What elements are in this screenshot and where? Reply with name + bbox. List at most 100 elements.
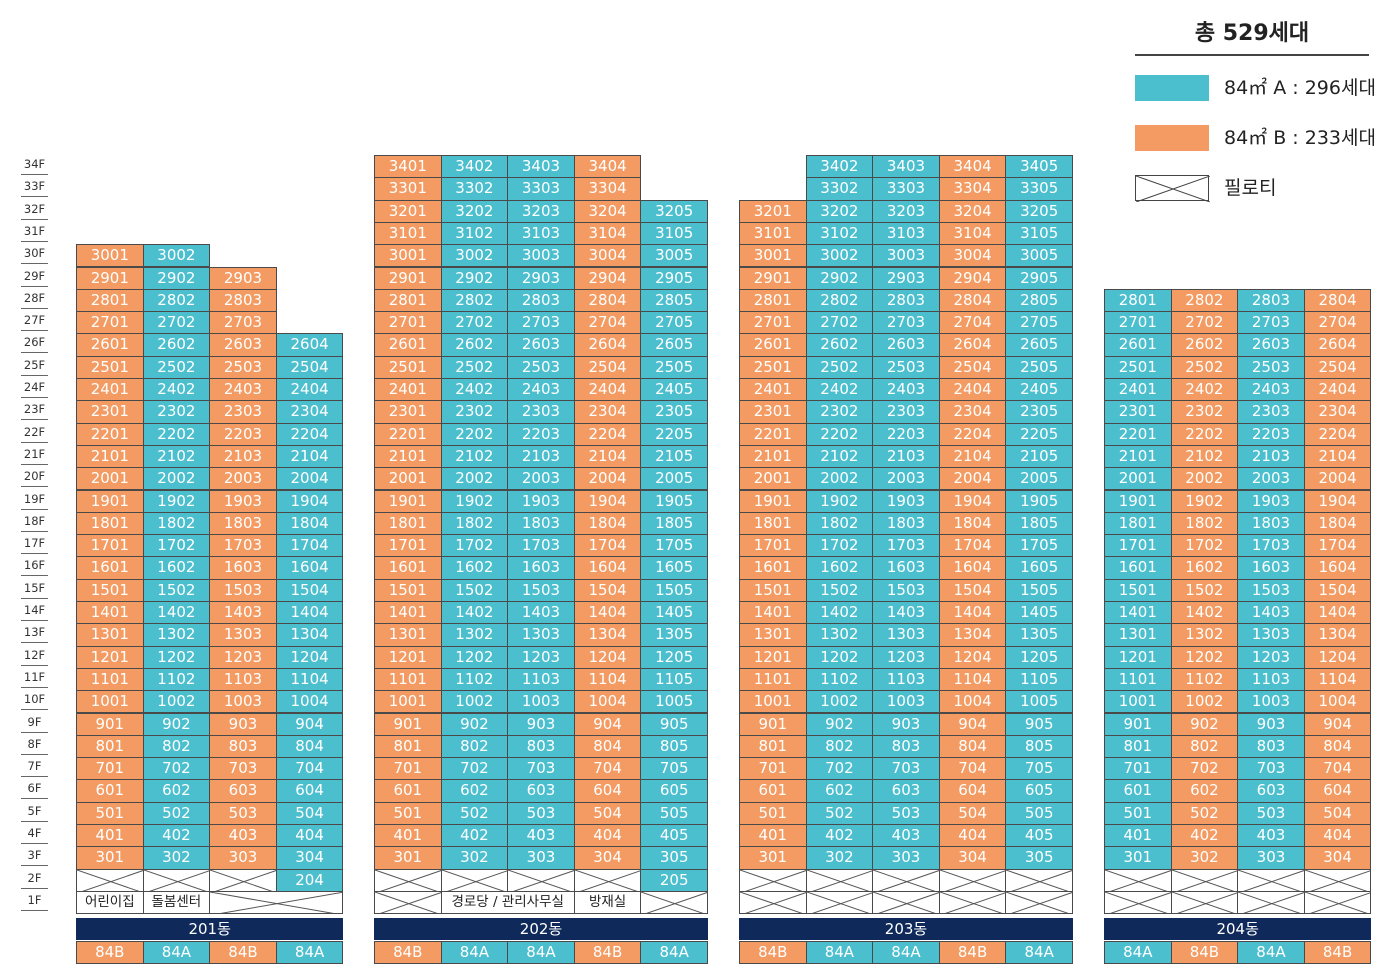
unit-cell: 2603 xyxy=(507,333,575,357)
unit-cell: 1803 xyxy=(1237,511,1305,536)
floor-label: 8F xyxy=(21,735,48,755)
piloti-cell xyxy=(1170,890,1239,915)
unit-cell: 1901 xyxy=(374,489,442,513)
floor-label: 23F xyxy=(21,400,48,421)
unit-cell: 2402 xyxy=(805,378,874,402)
unit-cell: 2503 xyxy=(209,355,277,379)
unit-cell: 1203 xyxy=(1237,645,1305,669)
piloti-cell xyxy=(1303,890,1372,915)
unit-cell: 1302 xyxy=(142,623,211,647)
unit-cell: 703 xyxy=(507,757,575,781)
unit-cell: 1902 xyxy=(142,489,211,513)
unit-cell: 2503 xyxy=(1237,355,1305,379)
unit-cell: 1904 xyxy=(1303,489,1372,513)
unit-cell: 1201 xyxy=(76,645,144,669)
unit-cell: 2403 xyxy=(872,378,940,402)
unit-cell: 1704 xyxy=(573,534,642,558)
unit-cell: 903 xyxy=(1237,712,1305,736)
piloti-cross-icon xyxy=(375,891,441,914)
floor-label: 18F xyxy=(21,512,48,532)
unit-cell: 303 xyxy=(507,846,575,870)
unit-cell: 1303 xyxy=(872,623,940,647)
unit-cell: 2203 xyxy=(507,422,575,446)
unit-cell: 1501 xyxy=(76,578,144,602)
unit-cell: 801 xyxy=(374,734,442,759)
unit-cell: 3204 xyxy=(938,199,1007,223)
piloti-cross-icon xyxy=(806,891,873,914)
piloti-cell xyxy=(805,868,874,892)
legend-swatch-b xyxy=(1135,125,1209,151)
unit-cell: 1002 xyxy=(805,690,874,714)
unit-cell: 2301 xyxy=(1104,400,1172,424)
unit-cell: 3001 xyxy=(374,244,442,268)
piloti-cross-icon xyxy=(740,891,806,914)
floor-label: 26F xyxy=(21,333,48,354)
line-type-cell: 84A xyxy=(275,941,344,965)
piloti-cell xyxy=(1104,868,1172,892)
unit-cell: 2403 xyxy=(507,378,575,402)
unit-cell: 1903 xyxy=(209,489,277,513)
unit-cell: 3405 xyxy=(1005,155,1073,179)
facility-cell: 어린이집 xyxy=(76,890,144,915)
unit-cell: 1502 xyxy=(1170,578,1239,602)
unit-cell: 904 xyxy=(275,712,344,736)
unit-cell: 2802 xyxy=(142,288,211,313)
unit-cell: 2104 xyxy=(573,444,642,469)
unit-cell: 2404 xyxy=(1303,378,1372,402)
unit-cell: 401 xyxy=(76,824,144,848)
unit-cell: 2804 xyxy=(573,288,642,313)
unit-cell: 3402 xyxy=(805,155,874,179)
unit-cell: 1502 xyxy=(142,578,211,602)
piloti-cell xyxy=(872,890,940,915)
unit-cell: 2801 xyxy=(76,288,144,313)
legend-text-b: 84㎡ B : 233세대 xyxy=(1224,127,1376,149)
piloti-cell xyxy=(374,890,442,915)
unit-cell: 705 xyxy=(1005,757,1073,781)
unit-cell: 705 xyxy=(640,757,708,781)
unit-cell: 2104 xyxy=(1303,444,1372,469)
unit-cell: 2604 xyxy=(275,333,344,357)
unit-cell: 1901 xyxy=(739,489,807,513)
unit-cell: 2901 xyxy=(739,266,807,290)
piloti-cross-icon xyxy=(1304,869,1371,891)
unit-cell: 802 xyxy=(1170,734,1239,759)
unit-cell: 3402 xyxy=(440,155,509,179)
unit-cell: 2205 xyxy=(1005,422,1073,446)
unit-cell: 702 xyxy=(805,757,874,781)
unit-cell: 1104 xyxy=(573,667,642,692)
unit-cell: 803 xyxy=(872,734,940,759)
unit-cell: 2301 xyxy=(76,400,144,424)
unit-cell: 804 xyxy=(275,734,344,759)
unit-cell: 404 xyxy=(573,824,642,848)
unit-cell: 905 xyxy=(640,712,708,736)
unit-cell: 302 xyxy=(440,846,509,870)
unit-cell: 1605 xyxy=(640,556,708,580)
unit-cell: 2304 xyxy=(573,400,642,424)
unit-cell: 1201 xyxy=(739,645,807,669)
floor-label: 24F xyxy=(21,378,48,398)
unit-cell: 1503 xyxy=(209,578,277,602)
unit-cell: 504 xyxy=(275,801,344,825)
unit-cell: 2703 xyxy=(507,311,575,335)
unit-cell: 2202 xyxy=(142,422,211,446)
piloti-cell xyxy=(805,890,874,915)
unit-cell: 1902 xyxy=(805,489,874,513)
floor-label: 15F xyxy=(21,579,48,599)
unit-cell: 503 xyxy=(209,801,277,825)
unit-cell: 2201 xyxy=(739,422,807,446)
unit-cell: 1904 xyxy=(275,489,344,513)
unit-cell: 1903 xyxy=(872,489,940,513)
unit-cell: 2702 xyxy=(142,311,211,335)
unit-cell: 3003 xyxy=(507,244,575,268)
unit-cell: 204 xyxy=(275,868,344,892)
unit-cell: 3105 xyxy=(640,221,708,246)
unit-cell: 3004 xyxy=(573,244,642,268)
unit-cell: 2802 xyxy=(1170,288,1239,313)
legend-swatch-a xyxy=(1135,75,1209,101)
unit-cell: 2905 xyxy=(1005,266,1073,290)
line-type-cell: 84A xyxy=(1104,941,1172,965)
unit-cell: 2401 xyxy=(1104,378,1172,402)
unit-cell: 1104 xyxy=(938,667,1007,692)
unit-cell: 1603 xyxy=(872,556,940,580)
